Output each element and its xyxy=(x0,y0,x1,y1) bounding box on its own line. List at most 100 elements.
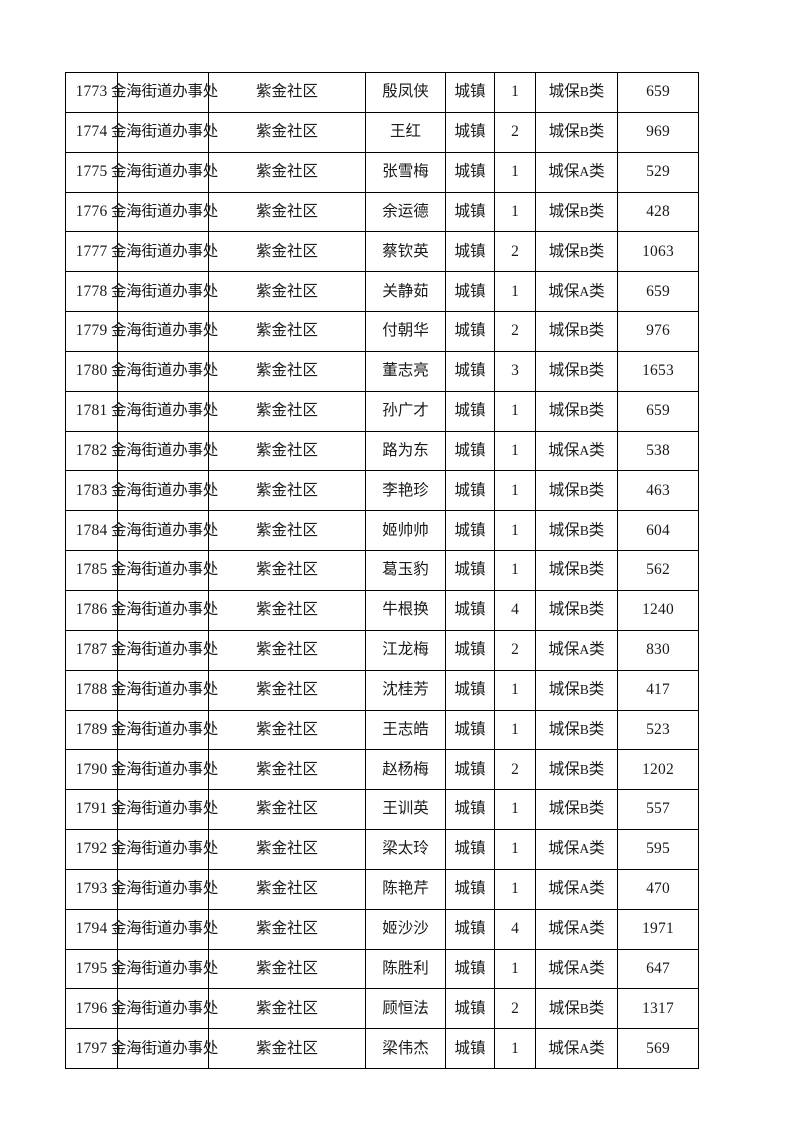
cell-row-number[interactable]: 1776 xyxy=(65,191,118,233)
cell-person-count[interactable]: 1 xyxy=(494,948,536,990)
table-row[interactable]: 1790 金海街道办事处 紫金社区 赵杨梅 城镇 2 城保B类 1202 xyxy=(65,749,699,791)
cell-amount[interactable]: 1240 xyxy=(617,589,699,631)
cell-subdistrict-office[interactable]: 金海街道办事处 xyxy=(111,311,218,352)
cell-row-number[interactable]: 1789 xyxy=(65,709,118,751)
cell-amount[interactable]: 1653 xyxy=(617,350,699,392)
cell-person-name[interactable]: 梁伟杰 xyxy=(365,1028,446,1070)
table-row[interactable]: 1791 金海街道办事处 紫金社区 王训英 城镇 1 城保B类 557 xyxy=(65,789,699,831)
cell-person-count[interactable]: 1 xyxy=(494,271,536,313)
cell-person-name[interactable]: 董志亮 xyxy=(365,350,446,392)
cell-person-count[interactable]: 1 xyxy=(494,151,536,193)
cell-community[interactable]: 紫金社区 xyxy=(208,709,366,751)
cell-person-name[interactable]: 姬沙沙 xyxy=(365,908,446,950)
cell-subdistrict-office[interactable]: 金海街道办事处 xyxy=(111,550,218,591)
table-row[interactable]: 1786 金海街道办事处 紫金社区 牛根换 城镇 4 城保B类 1240 xyxy=(65,589,699,631)
cell-person-count[interactable]: 3 xyxy=(494,350,536,392)
cell-person-count[interactable]: 1 xyxy=(494,550,536,591)
table-row[interactable]: 1777 金海街道办事处 紫金社区 蔡钦英 城镇 2 城保B类 1063 xyxy=(65,231,699,273)
table-row[interactable]: 1780 金海街道办事处 紫金社区 董志亮 城镇 3 城保B类 1653 xyxy=(65,350,699,392)
cell-community[interactable]: 紫金社区 xyxy=(208,430,366,472)
cell-row-number[interactable]: 1787 xyxy=(65,629,118,671)
cell-subsidy-category[interactable]: 城保B类 xyxy=(535,510,618,552)
cell-subsidy-category[interactable]: 城保B类 xyxy=(535,789,618,831)
cell-amount[interactable]: 976 xyxy=(617,311,699,352)
cell-row-number[interactable]: 1791 xyxy=(65,789,118,831)
table-row[interactable]: 1787 金海街道办事处 紫金社区 江龙梅 城镇 2 城保A类 830 xyxy=(65,629,699,671)
cell-household-type[interactable]: 城镇 xyxy=(445,111,495,153)
cell-amount[interactable]: 562 xyxy=(617,550,699,591)
cell-household-type[interactable]: 城镇 xyxy=(445,311,495,352)
cell-person-count[interactable]: 4 xyxy=(494,908,536,950)
table-row[interactable]: 1776 金海街道办事处 紫金社区 余运德 城镇 1 城保B类 428 xyxy=(65,191,699,233)
cell-community[interactable]: 紫金社区 xyxy=(208,908,366,950)
cell-amount[interactable]: 529 xyxy=(617,151,699,193)
cell-subdistrict-office[interactable]: 金海街道办事处 xyxy=(111,72,218,113)
cell-community[interactable]: 紫金社区 xyxy=(208,789,366,831)
cell-subsidy-category[interactable]: 城保B类 xyxy=(535,470,618,512)
table-row[interactable]: 1778 金海街道办事处 紫金社区 关静茹 城镇 1 城保A类 659 xyxy=(65,271,699,313)
cell-person-name[interactable]: 顾恒法 xyxy=(365,988,446,1030)
table-row[interactable]: 1797 金海街道办事处 紫金社区 梁伟杰 城镇 1 城保A类 569 xyxy=(65,1028,699,1070)
cell-person-name[interactable]: 陈艳芹 xyxy=(365,868,446,910)
cell-household-type[interactable]: 城镇 xyxy=(445,829,495,870)
cell-household-type[interactable]: 城镇 xyxy=(445,789,495,831)
cell-community[interactable]: 紫金社区 xyxy=(208,749,366,791)
cell-person-name[interactable]: 关静茹 xyxy=(365,271,446,313)
table-row[interactable]: 1774 金海街道办事处 紫金社区 王红 城镇 2 城保B类 969 xyxy=(65,111,699,153)
cell-amount[interactable]: 538 xyxy=(617,430,699,472)
cell-subdistrict-office[interactable]: 金海街道办事处 xyxy=(111,191,218,233)
cell-community[interactable]: 紫金社区 xyxy=(208,151,366,193)
cell-community[interactable]: 紫金社区 xyxy=(208,629,366,671)
table-row[interactable]: 1794 金海街道办事处 紫金社区 姬沙沙 城镇 4 城保A类 1971 xyxy=(65,908,699,950)
cell-subsidy-category[interactable]: 城保B类 xyxy=(535,231,618,273)
cell-person-count[interactable]: 1 xyxy=(494,868,536,910)
cell-household-type[interactable]: 城镇 xyxy=(445,350,495,392)
cell-subsidy-category[interactable]: 城保A类 xyxy=(535,1028,618,1070)
cell-person-count[interactable]: 1 xyxy=(494,789,536,831)
cell-row-number[interactable]: 1797 xyxy=(65,1028,118,1070)
cell-subsidy-category[interactable]: 城保B类 xyxy=(535,988,618,1030)
cell-row-number[interactable]: 1780 xyxy=(65,350,118,392)
cell-household-type[interactable]: 城镇 xyxy=(445,1028,495,1070)
cell-person-name[interactable]: 殷凤侠 xyxy=(365,72,446,113)
table-row[interactable]: 1788 金海街道办事处 紫金社区 沈桂芳 城镇 1 城保B类 417 xyxy=(65,669,699,711)
cell-person-count[interactable]: 2 xyxy=(494,629,536,671)
cell-person-count[interactable]: 2 xyxy=(494,749,536,791)
cell-person-count[interactable]: 2 xyxy=(494,311,536,352)
cell-subsidy-category[interactable]: 城保B类 xyxy=(535,749,618,791)
cell-amount[interactable]: 969 xyxy=(617,111,699,153)
cell-amount[interactable]: 463 xyxy=(617,470,699,512)
cell-row-number[interactable]: 1774 xyxy=(65,111,118,153)
cell-person-name[interactable]: 牛根换 xyxy=(365,589,446,631)
cell-person-count[interactable]: 1 xyxy=(494,669,536,711)
cell-row-number[interactable]: 1795 xyxy=(65,948,118,990)
table-row[interactable]: 1783 金海街道办事处 紫金社区 李艳珍 城镇 1 城保B类 463 xyxy=(65,470,699,512)
cell-household-type[interactable]: 城镇 xyxy=(445,908,495,950)
cell-subdistrict-office[interactable]: 金海街道办事处 xyxy=(111,988,218,1030)
cell-household-type[interactable]: 城镇 xyxy=(445,669,495,711)
cell-person-name[interactable]: 孙广才 xyxy=(365,390,446,432)
cell-household-type[interactable]: 城镇 xyxy=(445,988,495,1030)
cell-row-number[interactable]: 1790 xyxy=(65,749,118,791)
cell-person-name[interactable]: 李艳珍 xyxy=(365,470,446,512)
cell-person-name[interactable]: 余运德 xyxy=(365,191,446,233)
cell-person-count[interactable]: 2 xyxy=(494,111,536,153)
cell-community[interactable]: 紫金社区 xyxy=(208,988,366,1030)
cell-row-number[interactable]: 1796 xyxy=(65,988,118,1030)
cell-subdistrict-office[interactable]: 金海街道办事处 xyxy=(111,430,218,472)
cell-subdistrict-office[interactable]: 金海街道办事处 xyxy=(111,151,218,193)
cell-subdistrict-office[interactable]: 金海街道办事处 xyxy=(111,829,218,870)
cell-amount[interactable]: 659 xyxy=(617,72,699,113)
cell-subsidy-category[interactable]: 城保B类 xyxy=(535,311,618,352)
cell-subsidy-category[interactable]: 城保A类 xyxy=(535,948,618,990)
cell-person-count[interactable]: 1 xyxy=(494,191,536,233)
table-row[interactable]: 1793 金海街道办事处 紫金社区 陈艳芹 城镇 1 城保A类 470 xyxy=(65,868,699,910)
cell-row-number[interactable]: 1786 xyxy=(65,589,118,631)
cell-subsidy-category[interactable]: 城保B类 xyxy=(535,390,618,432)
cell-community[interactable]: 紫金社区 xyxy=(208,72,366,113)
cell-subsidy-category[interactable]: 城保B类 xyxy=(535,111,618,153)
cell-subsidy-category[interactable]: 城保B类 xyxy=(535,550,618,591)
table-row[interactable]: 1781 金海街道办事处 紫金社区 孙广才 城镇 1 城保B类 659 xyxy=(65,390,699,432)
cell-person-count[interactable]: 1 xyxy=(494,470,536,512)
cell-row-number[interactable]: 1781 xyxy=(65,390,118,432)
